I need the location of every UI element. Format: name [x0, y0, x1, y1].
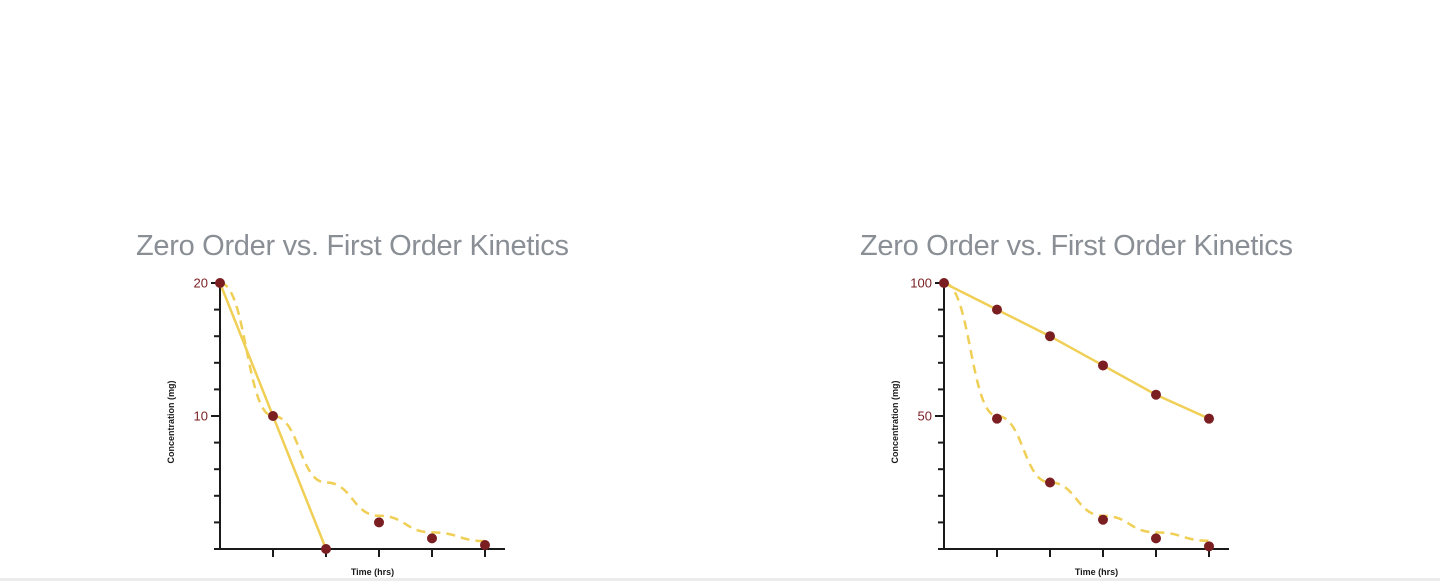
data-point	[1204, 541, 1214, 552]
x-axis-label: Time (hrs)	[1075, 567, 1118, 577]
data-point	[1204, 413, 1214, 424]
zero-order-line	[943, 281, 1210, 420]
y-axis-label: Concentration (mg)	[166, 381, 176, 464]
data-point	[1098, 514, 1108, 525]
data-point	[992, 304, 1002, 315]
data-point	[480, 540, 490, 551]
data-point	[321, 544, 331, 554]
data-point	[1045, 477, 1055, 488]
first-order-curve	[219, 281, 486, 543]
first-order-curve	[943, 281, 1210, 543]
data-point	[1151, 533, 1161, 544]
bottom-divider	[0, 578, 1440, 581]
y-tick-label: 50	[918, 409, 932, 424]
chart-title: Zero Order vs. First Order Kinetics	[136, 230, 569, 262]
kinetics-chart-right: 100 50 Time (hrs) Concentration (mg)	[890, 276, 1229, 577]
data-point	[939, 278, 949, 288]
chart-title: Zero Order vs. First Order Kinetics	[860, 230, 1293, 262]
y-tick-label: 100	[910, 276, 932, 291]
data-point	[215, 278, 225, 288]
y-axis-label: Concentration (mg)	[890, 381, 900, 464]
data-point	[427, 533, 437, 544]
data-point	[1151, 389, 1161, 400]
data-point	[1045, 331, 1055, 342]
chart-panel-zero-order-20: Zero Order vs. First Order Kinetics 20 10…	[136, 230, 569, 577]
data-point	[1098, 360, 1108, 371]
y-tick-label: 20	[194, 276, 208, 291]
x-axis-label: Time (hrs)	[351, 567, 394, 577]
y-tick-label: 10	[194, 409, 208, 424]
chart-panel-zero-order-100: Zero Order vs. First Order Kinetics 100 5…	[724, 0, 1440, 581]
data-point	[268, 411, 278, 421]
data-point	[992, 413, 1002, 424]
kinetics-chart-left: 20 10 Time (hrs) Concentration (mg)	[166, 276, 505, 577]
data-point	[374, 517, 384, 528]
